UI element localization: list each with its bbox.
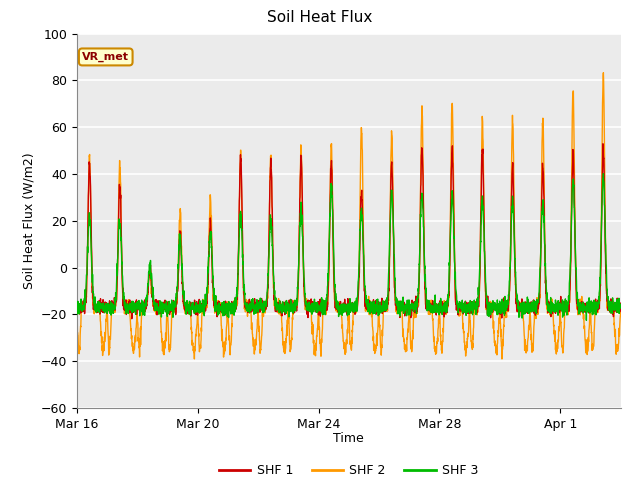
- X-axis label: Time: Time: [333, 432, 364, 445]
- Y-axis label: Soil Heat Flux (W/m2): Soil Heat Flux (W/m2): [22, 153, 35, 289]
- Legend: SHF 1, SHF 2, SHF 3: SHF 1, SHF 2, SHF 3: [214, 459, 483, 480]
- Text: Soil Heat Flux: Soil Heat Flux: [268, 10, 372, 24]
- Text: VR_met: VR_met: [82, 52, 129, 62]
